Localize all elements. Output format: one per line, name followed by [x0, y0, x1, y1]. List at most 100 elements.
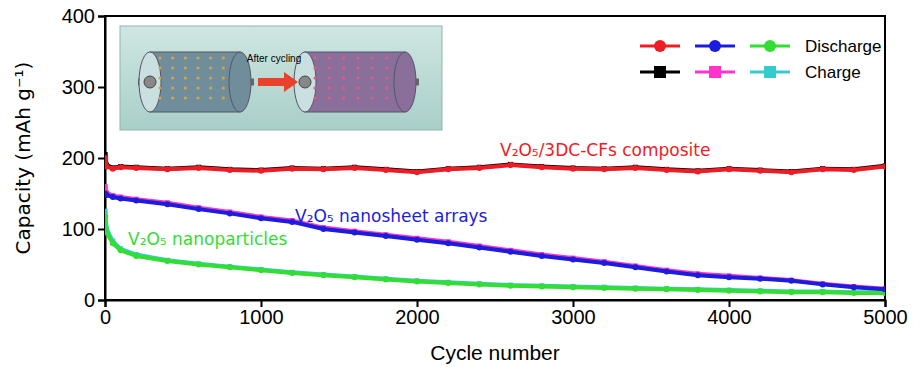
data-point — [320, 166, 326, 172]
inset-dot — [385, 86, 388, 89]
inset-dot — [222, 66, 225, 69]
inset-dot — [171, 96, 174, 99]
inset-dot — [371, 66, 374, 69]
legend-marker — [709, 40, 721, 52]
tick-mark — [98, 229, 105, 231]
data-point — [508, 249, 514, 255]
inset-dot — [342, 86, 345, 89]
data-point — [539, 253, 545, 259]
legend-marker — [764, 66, 776, 78]
data-point — [601, 285, 607, 291]
data-point — [570, 257, 576, 263]
data-point — [695, 287, 701, 293]
data-point — [118, 195, 124, 201]
data-point — [383, 233, 389, 239]
inset-dot — [184, 56, 187, 59]
plot-area — [105, 152, 885, 296]
series-line — [105, 216, 885, 293]
data-point — [118, 247, 124, 253]
data-point — [445, 166, 451, 172]
data-point — [196, 165, 202, 171]
inset-dot — [209, 86, 212, 89]
inset-dot — [196, 76, 199, 79]
inset-dot — [209, 56, 212, 59]
data-point — [133, 165, 139, 171]
data-point — [289, 166, 295, 172]
inset-dot — [184, 86, 187, 89]
data-point — [851, 290, 857, 296]
tick: 4000 — [707, 300, 752, 328]
inset-dot — [328, 96, 331, 99]
data-point — [570, 284, 576, 290]
inset-dot — [158, 66, 161, 69]
data-point — [851, 284, 857, 290]
data-point — [539, 164, 545, 170]
inset-dot — [313, 76, 316, 79]
data-point — [133, 198, 139, 204]
inset-background — [120, 26, 442, 130]
inset-dot — [328, 76, 331, 79]
inset-dot — [222, 96, 225, 99]
data-point — [539, 284, 545, 290]
chart: 0100020003000400050000100200300400Cycle … — [0, 0, 922, 372]
inset-dot — [158, 86, 161, 89]
inset-dot — [328, 56, 331, 59]
inset-dot — [158, 76, 161, 79]
data-point — [788, 169, 794, 175]
data-point — [695, 272, 701, 278]
x-axis: 0 1000 2000 3000 4000 5000 — [100, 300, 908, 328]
x-axis-title: Cycle number — [430, 341, 560, 364]
tick-label: 1000 — [239, 306, 284, 328]
tick: 1000 — [239, 300, 284, 328]
inset-rod-end — [299, 76, 311, 88]
tick: 2000 — [395, 300, 440, 328]
data-point — [601, 166, 607, 172]
legend-marker — [654, 66, 666, 78]
tick: 5000 — [863, 300, 908, 328]
y-axis: 0100200300400 — [62, 5, 106, 311]
data-point — [445, 240, 451, 246]
tick-label: 0 — [100, 306, 111, 328]
data-point — [726, 166, 732, 172]
inset-dot — [371, 96, 374, 99]
tick: 3000 — [551, 300, 596, 328]
data-point — [882, 164, 885, 170]
tick-label: 300 — [62, 76, 95, 98]
data-point — [726, 288, 732, 294]
data-point — [258, 168, 264, 174]
data-point — [164, 166, 170, 172]
data-point — [105, 230, 110, 236]
series-line — [105, 186, 885, 288]
data-point — [414, 169, 420, 175]
data-point — [383, 167, 389, 173]
data-point — [632, 286, 638, 292]
inset-dot — [371, 76, 374, 79]
inset-dot — [385, 76, 388, 79]
data-point — [196, 262, 202, 268]
data-point — [110, 194, 116, 200]
inset-dot — [222, 56, 225, 59]
inset-dot — [209, 96, 212, 99]
inset-dot — [342, 96, 345, 99]
data-point — [133, 253, 139, 259]
series-label: V₂O₅/3DC-CFs composite — [500, 140, 710, 160]
inset-dot — [356, 86, 359, 89]
tick-label: 200 — [62, 147, 95, 169]
legend-label: Discharge — [805, 37, 882, 56]
data-point — [227, 210, 233, 216]
inset-dot — [222, 86, 225, 89]
data-point — [757, 168, 763, 174]
data-point — [757, 288, 763, 294]
inset-dot — [171, 56, 174, 59]
data-point — [820, 281, 826, 287]
inset-dot — [356, 76, 359, 79]
data-point — [164, 258, 170, 264]
axis-line — [98, 17, 106, 301]
data-point — [851, 167, 857, 173]
legend-marker — [709, 66, 721, 78]
data-point — [757, 276, 763, 282]
data-point — [227, 264, 233, 270]
tick: 0 — [100, 300, 111, 328]
data-point — [110, 240, 116, 246]
data-point — [258, 267, 264, 273]
